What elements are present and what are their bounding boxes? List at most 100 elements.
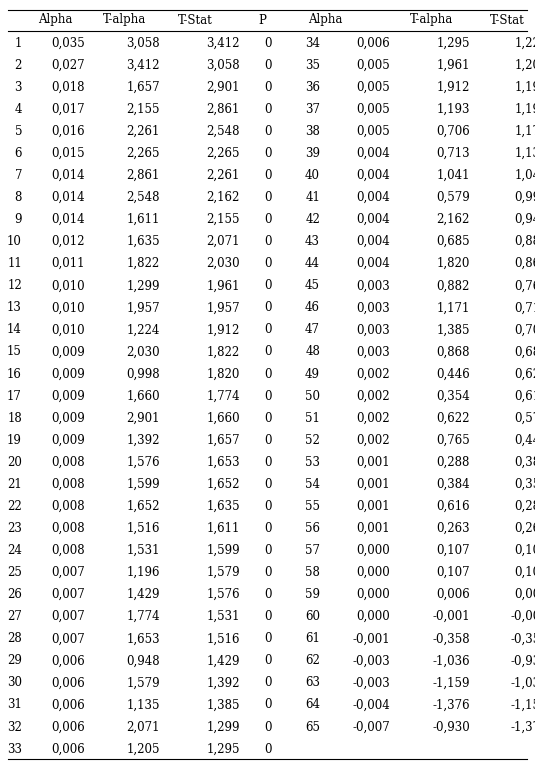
Text: 0,006: 0,006 [51, 699, 85, 712]
Text: 1,820: 1,820 [207, 367, 240, 380]
Text: 2,861: 2,861 [207, 103, 240, 116]
Text: 1,196: 1,196 [126, 566, 160, 579]
Text: 2,162: 2,162 [207, 191, 240, 204]
Text: 9: 9 [14, 213, 22, 226]
Text: 2,071: 2,071 [207, 235, 240, 249]
Text: 0,007: 0,007 [51, 588, 85, 601]
Text: 0,622: 0,622 [515, 367, 535, 380]
Text: 0,706: 0,706 [436, 125, 470, 138]
Text: 1,516: 1,516 [207, 632, 240, 645]
Text: 0,002: 0,002 [356, 433, 390, 446]
Text: 0,868: 0,868 [437, 345, 470, 358]
Text: 2: 2 [14, 59, 22, 71]
Text: 0,008: 0,008 [51, 500, 85, 513]
Text: T-Stat: T-Stat [490, 14, 525, 27]
Text: 0,384: 0,384 [437, 478, 470, 491]
Text: 0,010: 0,010 [51, 279, 85, 292]
Text: 0,002: 0,002 [356, 412, 390, 425]
Text: 2,155: 2,155 [207, 213, 240, 226]
Text: 0,004: 0,004 [356, 257, 390, 270]
Text: 0,001: 0,001 [356, 500, 390, 513]
Text: 48: 48 [305, 345, 320, 358]
Text: 0,010: 0,010 [51, 324, 85, 337]
Text: 40: 40 [305, 169, 320, 182]
Text: 0,009: 0,009 [51, 367, 85, 380]
Text: 7: 7 [14, 169, 22, 182]
Text: -0,001: -0,001 [432, 611, 470, 624]
Text: T-alpha: T-alpha [410, 14, 453, 27]
Text: 30: 30 [7, 676, 22, 690]
Text: 12: 12 [7, 279, 22, 292]
Text: 15: 15 [7, 345, 22, 358]
Text: 0,263: 0,263 [514, 522, 535, 535]
Text: 0: 0 [264, 433, 272, 446]
Text: 1,392: 1,392 [207, 676, 240, 690]
Text: 0,009: 0,009 [51, 345, 85, 358]
Text: 0,006: 0,006 [51, 742, 85, 755]
Text: 29: 29 [7, 654, 22, 667]
Text: 46: 46 [305, 301, 320, 314]
Text: 18: 18 [7, 412, 22, 425]
Text: 0,446: 0,446 [436, 367, 470, 380]
Text: 1,774: 1,774 [207, 390, 240, 403]
Text: 38: 38 [305, 125, 320, 138]
Text: 19: 19 [7, 433, 22, 446]
Text: 0: 0 [264, 213, 272, 226]
Text: 0,107: 0,107 [437, 544, 470, 557]
Text: 52: 52 [305, 433, 320, 446]
Text: -1,376: -1,376 [432, 699, 470, 712]
Text: 65: 65 [305, 720, 320, 733]
Text: 0,288: 0,288 [515, 500, 535, 513]
Text: 44: 44 [305, 257, 320, 270]
Text: 59: 59 [305, 588, 320, 601]
Text: -1,376: -1,376 [510, 720, 535, 733]
Text: 0,027: 0,027 [51, 59, 85, 71]
Text: 1,295: 1,295 [437, 37, 470, 50]
Text: 0,005: 0,005 [356, 103, 390, 116]
Text: 0,006: 0,006 [436, 588, 470, 601]
Text: 1,635: 1,635 [207, 500, 240, 513]
Text: 0,713: 0,713 [437, 147, 470, 160]
Text: 13: 13 [7, 301, 22, 314]
Text: 0: 0 [264, 125, 272, 138]
Text: 0: 0 [264, 611, 272, 624]
Text: 1,774: 1,774 [126, 611, 160, 624]
Text: 0,007: 0,007 [51, 611, 85, 624]
Text: 33: 33 [7, 742, 22, 755]
Text: 0: 0 [264, 699, 272, 712]
Text: 0: 0 [264, 742, 272, 755]
Text: 0,384: 0,384 [514, 456, 535, 469]
Text: 0: 0 [264, 301, 272, 314]
Text: 1,653: 1,653 [207, 456, 240, 469]
Text: 1,576: 1,576 [207, 588, 240, 601]
Text: -0,003: -0,003 [352, 676, 390, 690]
Text: -0,003: -0,003 [352, 654, 390, 667]
Text: 0,018: 0,018 [51, 81, 85, 94]
Text: 4: 4 [14, 103, 22, 116]
Text: 23: 23 [7, 522, 22, 535]
Text: 0: 0 [264, 235, 272, 249]
Text: 1,205: 1,205 [515, 59, 535, 71]
Text: 0,008: 0,008 [51, 544, 85, 557]
Text: 17: 17 [7, 390, 22, 403]
Text: 2,162: 2,162 [437, 213, 470, 226]
Text: 1,611: 1,611 [207, 522, 240, 535]
Text: 0,017: 0,017 [51, 103, 85, 116]
Text: 0: 0 [264, 566, 272, 579]
Text: 0: 0 [264, 412, 272, 425]
Text: 3,058: 3,058 [207, 59, 240, 71]
Text: 0,004: 0,004 [356, 191, 390, 204]
Text: 1,635: 1,635 [126, 235, 160, 249]
Text: 0,002: 0,002 [356, 390, 390, 403]
Text: 1,041: 1,041 [515, 169, 535, 182]
Text: 43: 43 [305, 235, 320, 249]
Text: 55: 55 [305, 500, 320, 513]
Text: 1,041: 1,041 [437, 169, 470, 182]
Text: 0: 0 [264, 345, 272, 358]
Text: 0,107: 0,107 [437, 566, 470, 579]
Text: 64: 64 [305, 699, 320, 712]
Text: 1,531: 1,531 [207, 611, 240, 624]
Text: 2,901: 2,901 [207, 81, 240, 94]
Text: 16: 16 [7, 367, 22, 380]
Text: 61: 61 [305, 632, 320, 645]
